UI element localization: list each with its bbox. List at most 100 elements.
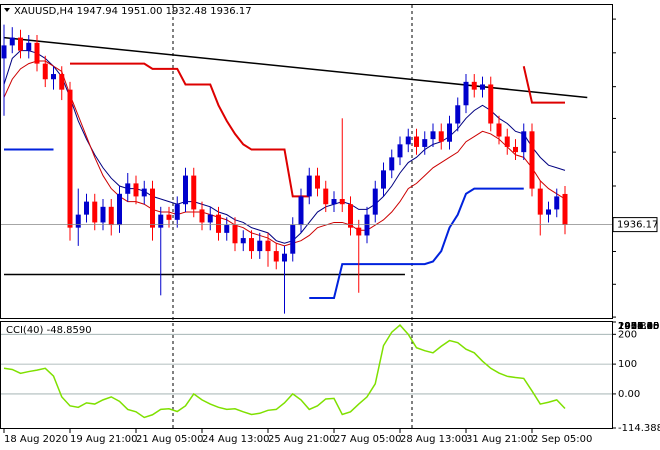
- overlay-line: [4, 148, 524, 299]
- candle-body: [1, 45, 7, 59]
- cci-panel-frame: [0, 321, 613, 429]
- candle-body: [372, 188, 378, 215]
- candle-body: [455, 105, 461, 124]
- candle-body: [224, 225, 230, 233]
- candle-body: [306, 175, 312, 197]
- x-tick-label: 24 Aug 13:00: [202, 434, 269, 445]
- candle-body: [42, 63, 48, 80]
- candle-body: [273, 251, 279, 262]
- y-tick-label: 1951.00: [618, 321, 659, 332]
- candle-body: [166, 214, 172, 220]
- candle-body: [546, 209, 551, 215]
- y-tick-label: 1925.85: [618, 321, 659, 332]
- y-tick-label: 200: [618, 329, 637, 340]
- current-price-label: 1936.17: [617, 220, 658, 231]
- menu-arrow: [4, 8, 10, 12]
- x-tick-label: 27 Aug 05:00: [334, 434, 401, 445]
- candle-body: [438, 131, 444, 142]
- y-tick-label: 100: [618, 359, 637, 370]
- candle-body: [537, 188, 543, 215]
- overlay-line: [70, 62, 565, 198]
- candle-body: [315, 175, 320, 189]
- candle-body: [75, 214, 81, 228]
- candle-body: [150, 188, 155, 228]
- candle-body: [191, 175, 197, 210]
- candle-body: [240, 238, 246, 244]
- candle-body: [405, 136, 411, 145]
- candle-body: [100, 206, 106, 223]
- candle-body: [26, 42, 32, 51]
- candle-body: [207, 214, 213, 223]
- candle-body: [232, 225, 238, 244]
- candle-body: [59, 74, 65, 90]
- cci-line: [3, 324, 566, 419]
- candle-body: [521, 131, 527, 153]
- y-tick-label: 2002.15: [618, 321, 659, 332]
- candle-body: [290, 225, 296, 254]
- candle-body: [34, 42, 40, 64]
- candle-body: [471, 81, 477, 90]
- y-tick-label: 1964.00: [618, 321, 659, 332]
- candle-body: [257, 240, 263, 252]
- y-tick-label: 1900.65: [618, 321, 659, 332]
- y-tick-label: 1913.25: [618, 321, 659, 332]
- candle-body: [339, 199, 345, 205]
- y-tick-label: 0.00: [618, 389, 640, 400]
- candle-body: [513, 146, 518, 153]
- y-tick-label: 2015.10: [618, 321, 659, 332]
- candle-body: [216, 214, 221, 233]
- candle-body: [364, 214, 370, 236]
- current-price-box: [612, 217, 658, 233]
- y-tick-label: 1989.15: [618, 321, 659, 332]
- candle-body: [430, 131, 436, 140]
- candle-body: [331, 199, 337, 205]
- indicator-title: CCI(40) -48.8590: [6, 325, 92, 336]
- chart-title: XAUUSD,H4 1947.94 1951.00 1932.48 1936.1…: [14, 6, 252, 17]
- candle-body: [141, 188, 147, 197]
- x-tick-label: 31 Aug 21:00: [466, 434, 533, 445]
- candle-body: [488, 84, 494, 124]
- cci-panel: 241.3487200 100 0.00 -114.3889: [1, 321, 660, 434]
- price-panel-frame: [0, 4, 613, 319]
- candle-body: [504, 136, 510, 147]
- candle-body: [397, 144, 403, 158]
- candle-body: [562, 193, 568, 225]
- candle-body: [67, 89, 73, 228]
- candle-body: [133, 183, 139, 197]
- candle-body: [323, 188, 329, 205]
- overlay-line: [3, 50, 566, 244]
- candle-body: [174, 204, 180, 220]
- candle-body: [108, 206, 114, 226]
- x-tick-label: 2 Sep 05:00: [532, 434, 592, 445]
- candle-body: [183, 175, 188, 205]
- candle-body: [298, 196, 304, 226]
- candle-body: [389, 157, 395, 171]
- x-tick-label: 21 Aug 05:00: [136, 434, 203, 445]
- candle-body: [282, 253, 287, 262]
- candle-body: [381, 170, 386, 189]
- candle-body: [117, 193, 122, 226]
- x-tick-label: 18 Aug 2020: [4, 434, 68, 445]
- candle-body: [265, 240, 271, 252]
- candle-body: [199, 209, 205, 223]
- candle-body: [529, 131, 535, 189]
- candle-body: [422, 139, 428, 147]
- y-tick-label: 1976.95: [618, 321, 659, 332]
- candle-body: [9, 37, 15, 46]
- candle-body: [348, 204, 353, 228]
- x-tick-label: 25 Aug 21:00: [268, 434, 335, 445]
- candle-body: [158, 214, 164, 228]
- candle-body: [414, 136, 419, 147]
- x-tick-label: 19 Aug 21:00: [70, 434, 137, 445]
- candle-body: [249, 238, 254, 252]
- y-tick-label: 241.3487: [618, 321, 660, 332]
- candle-body: [125, 183, 131, 194]
- y-tick-label: 1938.80: [618, 321, 659, 332]
- candle-body: [496, 123, 502, 137]
- candle-body: [356, 227, 362, 236]
- candle-body: [480, 84, 485, 90]
- candle-body: [18, 37, 23, 51]
- candle-body: [463, 81, 469, 106]
